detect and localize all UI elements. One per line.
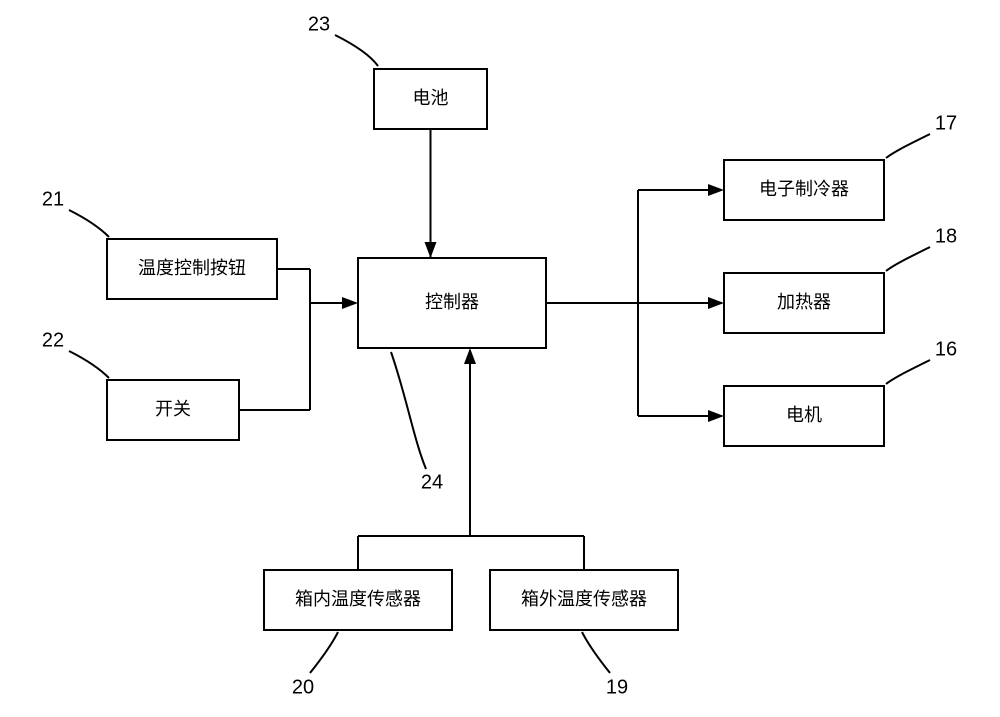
- callout-leader: [886, 134, 930, 158]
- node-controller: 控制器: [358, 258, 546, 348]
- node-battery: 电池: [374, 69, 487, 129]
- node-cooler-label: 电子制冷器: [759, 179, 849, 199]
- node-heater-label: 加热器: [777, 292, 831, 312]
- callout-number: 24: [421, 471, 443, 493]
- callout-leader: [310, 632, 338, 673]
- callout-number: 19: [606, 676, 628, 698]
- node-battery-label: 电池: [413, 88, 449, 108]
- node-controller-label: 控制器: [425, 292, 479, 312]
- callout-leader: [69, 210, 109, 237]
- node-motor-label: 电机: [786, 405, 822, 425]
- node-out_sensor: 箱外温度传感器: [490, 570, 678, 630]
- callout-leader: [886, 360, 930, 384]
- node-out_sensor-label: 箱外温度传感器: [521, 589, 647, 609]
- node-switch-label: 开关: [155, 399, 191, 419]
- callout-number: 17: [935, 112, 957, 134]
- callout-number: 22: [42, 329, 64, 351]
- block-diagram: 电池温度控制按钮开关 控制器 电子制冷器加热器电机箱内温度传感器 箱外温度传感器 23 2…: [0, 0, 1000, 717]
- node-motor: 电机: [724, 386, 884, 446]
- callout-number: 21: [42, 188, 64, 210]
- callout-leader: [582, 632, 610, 673]
- node-in_sensor-label: 箱内温度传感器: [295, 589, 421, 609]
- node-heater: 加热器: [724, 273, 884, 333]
- callout-leader: [69, 351, 109, 378]
- callout-leader: [391, 352, 426, 469]
- callout-leader: [335, 35, 378, 66]
- callout-number: 16: [935, 338, 957, 360]
- callout-number: 18: [935, 225, 957, 247]
- node-in_sensor: 箱内温度传感器: [264, 570, 452, 630]
- node-switch: 开关: [107, 380, 239, 440]
- node-cooler: 电子制冷器: [724, 160, 884, 220]
- callout-leader: [886, 247, 930, 271]
- callout-number: 20: [292, 676, 314, 698]
- node-temp_btn: 温度控制按钮: [107, 239, 277, 299]
- callout-number: 23: [308, 13, 330, 35]
- node-temp_btn-label: 温度控制按钮: [138, 258, 246, 278]
